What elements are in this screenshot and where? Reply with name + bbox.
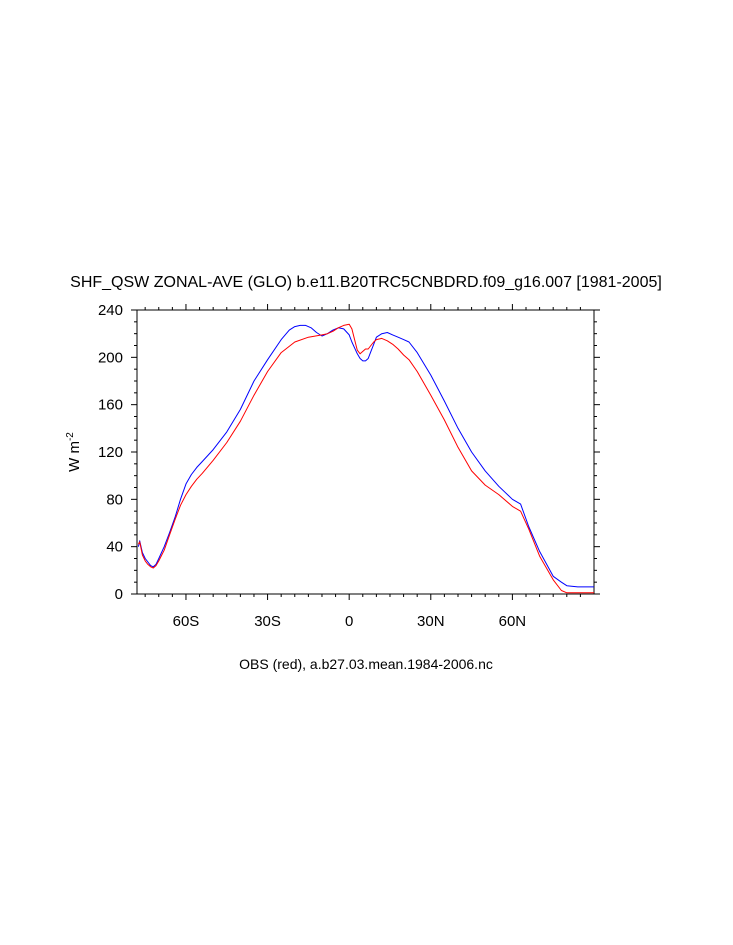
footer-note: OBS (red), a.b27.03.mean.1984-2006.nc — [239, 656, 493, 672]
y-tick-label: 80 — [106, 491, 123, 508]
y-axis-title: W m-2 — [65, 432, 83, 472]
y-axis-unit-exponent: -2 — [65, 432, 76, 441]
x-tick-label: 30S — [254, 613, 281, 630]
series-layer — [137, 323, 594, 594]
minor-ticks — [134, 307, 597, 597]
y-tick-label: 160 — [98, 397, 123, 414]
series-line-obs — [137, 323, 594, 594]
y-tick-label: 0 — [115, 586, 123, 603]
x-tick-label: 0 — [345, 613, 353, 630]
y-axis: 0 40 80 120 160 200 240 — [98, 302, 600, 603]
y-tick-label: 120 — [98, 444, 123, 461]
plot-frame — [136, 309, 595, 595]
series-line-model — [137, 324, 594, 588]
y-tick-label: 40 — [106, 539, 123, 556]
x-tick-label: 30N — [417, 613, 445, 630]
x-tick-label: 60N — [499, 613, 527, 630]
y-tick-label: 240 — [98, 302, 123, 319]
x-axis: 60S 30S 0 30N 60N — [173, 304, 527, 630]
x-tick-label: 60S — [173, 613, 200, 630]
y-tick-label: 200 — [98, 349, 123, 366]
chart-title: SHF_QSW ZONAL-AVE (GLO) b.e11.B20TRC5CNB… — [70, 274, 662, 291]
y-axis-unit: W m — [66, 441, 83, 472]
